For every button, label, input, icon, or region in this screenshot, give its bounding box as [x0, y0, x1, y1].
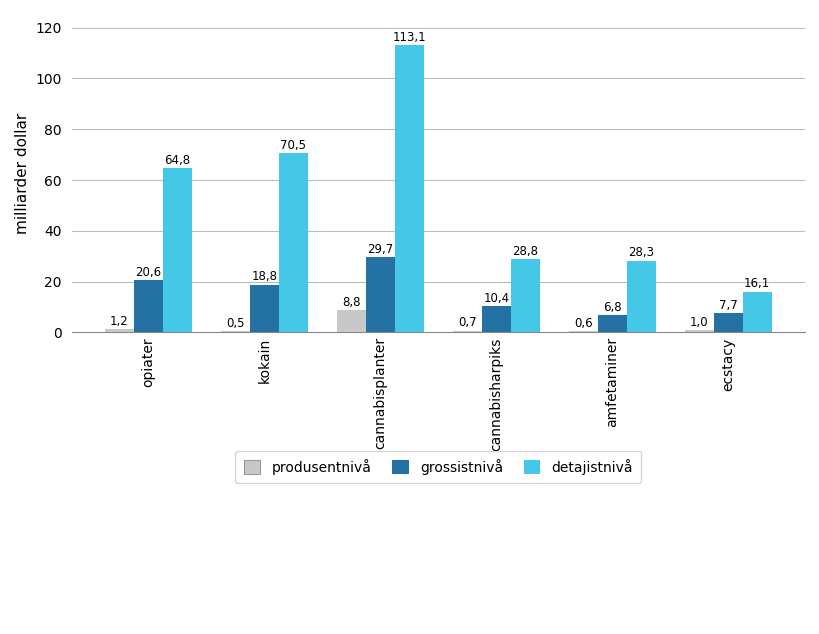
Text: 70,5: 70,5 — [280, 139, 306, 152]
Text: 0,5: 0,5 — [226, 317, 244, 330]
Bar — [105, 330, 133, 332]
Bar — [626, 261, 655, 332]
Bar — [510, 259, 539, 332]
Bar — [395, 45, 423, 332]
Text: 8,8: 8,8 — [342, 296, 360, 309]
Text: 113,1: 113,1 — [392, 31, 426, 44]
Text: 16,1: 16,1 — [743, 277, 769, 290]
Bar — [482, 306, 510, 332]
Bar — [365, 257, 395, 332]
Text: 64,8: 64,8 — [164, 153, 190, 167]
Text: 28,3: 28,3 — [627, 247, 654, 259]
Y-axis label: milliarder dollar: milliarder dollar — [15, 113, 30, 235]
Bar — [713, 313, 742, 332]
Bar — [220, 331, 250, 332]
Text: 7,7: 7,7 — [718, 299, 736, 312]
Text: 6,8: 6,8 — [602, 301, 621, 314]
Bar — [163, 168, 192, 332]
Bar — [568, 331, 597, 332]
Bar — [278, 153, 307, 332]
Legend: produsentnivå, grossistnivå, detajistnivå: produsentnivå, grossistnivå, detajistniv… — [235, 451, 640, 483]
Bar — [250, 285, 278, 332]
Bar — [597, 315, 626, 332]
Bar — [742, 292, 771, 332]
Text: 18,8: 18,8 — [251, 271, 277, 283]
Text: 28,8: 28,8 — [512, 245, 537, 258]
Text: 20,6: 20,6 — [135, 266, 161, 279]
Text: 29,7: 29,7 — [367, 243, 393, 256]
Text: 10,4: 10,4 — [482, 292, 509, 305]
Bar — [337, 310, 365, 332]
Text: 0,7: 0,7 — [458, 316, 476, 330]
Text: 1,2: 1,2 — [110, 315, 129, 328]
Text: 1,0: 1,0 — [689, 316, 708, 328]
Bar — [452, 331, 482, 332]
Text: 0,6: 0,6 — [573, 317, 592, 330]
Bar — [684, 330, 713, 332]
Bar — [133, 280, 163, 332]
